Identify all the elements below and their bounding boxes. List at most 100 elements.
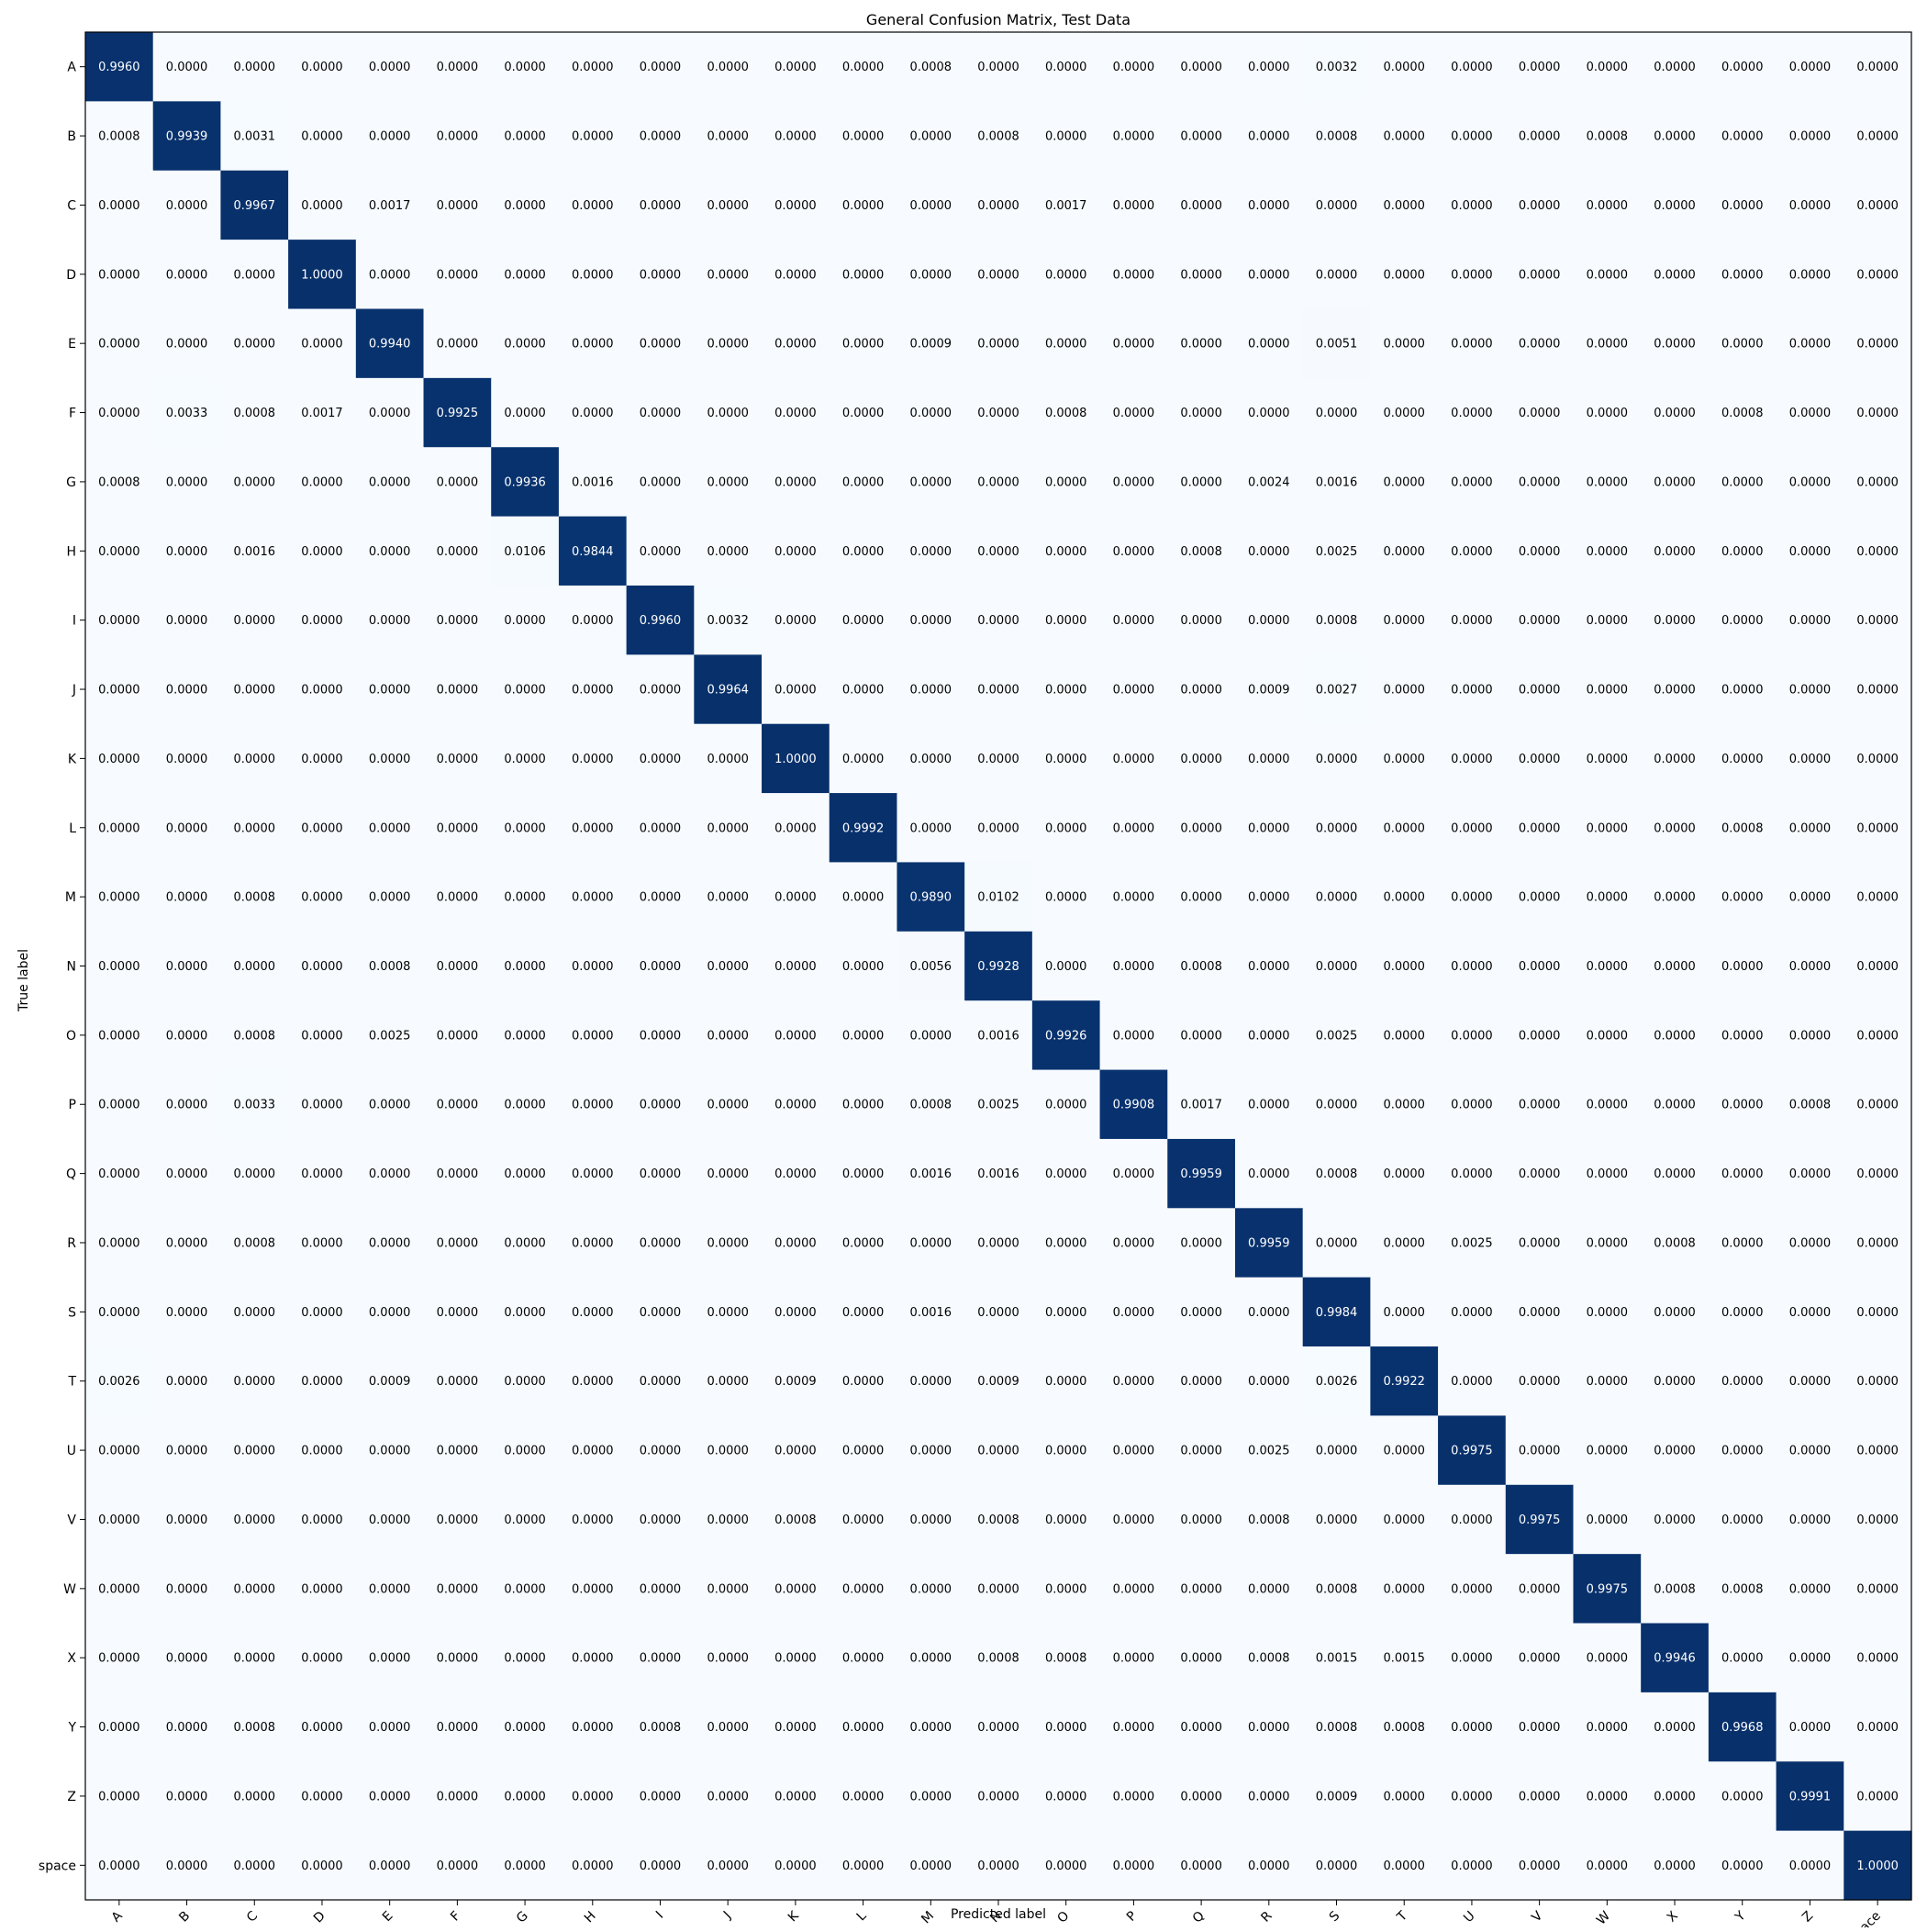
cell-value-label: 0.0000: [437, 199, 479, 213]
cell-value-label: 0.0000: [1587, 1445, 1629, 1458]
heatmap-cell: [1505, 447, 1575, 518]
heatmap-cell: [694, 447, 763, 518]
cell-value-label: 0.0008: [98, 475, 140, 489]
heatmap-cell: [1234, 1692, 1304, 1762]
cell-value-label: 0.0000: [1045, 1375, 1087, 1389]
heatmap-cell: [762, 377, 830, 448]
cell-value-label: 0.0000: [234, 1167, 276, 1181]
cell-value-label: 0.0000: [707, 1513, 749, 1527]
heatmap-cell: [829, 1830, 898, 1901]
heatmap-cell: [558, 585, 628, 655]
heatmap-cell: [1776, 1554, 1844, 1625]
cell-value-label: 0.0000: [640, 1652, 682, 1666]
heatmap-cell: [1641, 308, 1710, 379]
heatmap-cell: [558, 1346, 628, 1417]
heatmap-cell: [85, 1554, 154, 1625]
cell-value-label: 0.9967: [234, 199, 276, 213]
heatmap-cell: [1843, 1208, 1912, 1279]
heatmap-cell: [1370, 240, 1439, 310]
heatmap-cell: [694, 1761, 763, 1832]
heatmap-cell: [1776, 1692, 1844, 1762]
cell-value-label: 0.0000: [301, 891, 343, 905]
cell-value-label: 0.0008: [1587, 130, 1629, 144]
cell-value-label: 0.0000: [1587, 1099, 1629, 1112]
heatmap-cell: [288, 931, 357, 1001]
cell-value-label: 0.0009: [910, 338, 952, 352]
cell-value-label: 0.0000: [1383, 1790, 1425, 1804]
cell-value-label: 0.0000: [1180, 1375, 1222, 1389]
heatmap-cell: [491, 1484, 560, 1555]
cell-value-label: 0.0000: [504, 684, 546, 698]
y-tick-label: E: [68, 337, 76, 352]
cell-value-label: 0.0000: [504, 407, 546, 420]
heatmap-cell: [1370, 793, 1439, 864]
cell-value-label: 0.9936: [504, 475, 546, 489]
heatmap-cell: [85, 1000, 154, 1071]
cell-value-label: 0.0000: [1113, 1306, 1155, 1320]
cell-value-label: 0.0033: [166, 407, 208, 420]
heatmap-cell: [152, 377, 221, 448]
heatmap-cell: [1641, 447, 1710, 518]
cell-value-label: 0.0016: [1316, 475, 1358, 489]
heatmap-cell: [694, 101, 763, 172]
heatmap-cell: [558, 101, 628, 172]
heatmap-cell: [1438, 1830, 1507, 1901]
cell-value-label: 0.0000: [1519, 1375, 1561, 1389]
cell-value-label: 0.0000: [1721, 1790, 1764, 1804]
heatmap-cell: [897, 1138, 965, 1209]
cell-value-label: 0.0000: [1789, 1167, 1832, 1181]
cell-value-label: 0.0000: [1045, 1236, 1087, 1250]
cell-value-label: 0.0000: [1316, 1445, 1358, 1458]
heatmap-cell: [1505, 931, 1575, 1001]
cell-value-label: 0.0000: [842, 1236, 885, 1250]
heatmap-cell: [694, 1830, 763, 1901]
y-tick-label: D: [66, 268, 76, 283]
heatmap-cell: [1843, 723, 1912, 794]
cell-value-label: 0.0000: [166, 753, 208, 766]
heatmap-cell: [1031, 1415, 1101, 1486]
heatmap-cell: [558, 516, 628, 586]
cell-value-label: 0.0000: [1451, 960, 1493, 974]
heatmap-cell: [355, 793, 425, 864]
cell-value-label: 0.0000: [504, 1859, 546, 1873]
cell-value-label: 0.0000: [166, 545, 208, 559]
heatmap-cell: [1505, 1830, 1575, 1901]
heatmap-cell: [1302, 1138, 1371, 1209]
cell-value-label: 0.0000: [842, 753, 885, 766]
heatmap-cell: [1031, 1830, 1101, 1901]
heatmap-cell: [288, 862, 357, 932]
cell-value-label: 0.0000: [166, 1236, 208, 1250]
cell-value-label: 0.0000: [98, 1167, 140, 1181]
cell-value-label: 0.0000: [369, 684, 411, 698]
heatmap-cell: [762, 1415, 830, 1486]
heatmap-cell: [1167, 1484, 1236, 1555]
cell-value-label: 0.0000: [1856, 1099, 1899, 1112]
heatmap-cell: [1234, 1484, 1304, 1555]
heatmap-cell: [1708, 170, 1777, 240]
cell-value-label: 0.0031: [234, 130, 276, 144]
heatmap-cell: [355, 447, 425, 518]
cell-value-label: 0.0008: [1316, 130, 1358, 144]
cell-value-label: 0.0000: [1180, 1236, 1222, 1250]
heatmap-cell: [355, 654, 425, 725]
cell-value-label: 0.0000: [1654, 1513, 1696, 1527]
heatmap-cell: [558, 32, 628, 102]
cell-value-label: 0.0000: [640, 1859, 682, 1873]
cell-value-label: 0.0000: [1519, 1167, 1561, 1181]
heatmap-cell: [1234, 1415, 1304, 1486]
cell-value-label: 0.0000: [504, 61, 546, 74]
cell-value-label: 0.0000: [437, 1375, 479, 1389]
heatmap-cell: [1099, 1346, 1168, 1417]
heatmap-cell: [1370, 723, 1439, 794]
cell-value-label: 0.0000: [1113, 1375, 1155, 1389]
heatmap-cell: [1843, 308, 1912, 379]
cell-value-label: 0.0000: [504, 821, 546, 835]
heatmap-cell: [1505, 1415, 1575, 1486]
heatmap-cell: [1843, 1623, 1912, 1693]
cell-value-label: 0.9959: [1248, 1236, 1290, 1250]
heatmap-cell: [1843, 862, 1912, 932]
cell-value-label: 0.0000: [1316, 891, 1358, 905]
cell-value-label: 0.0000: [301, 475, 343, 489]
cell-value-label: 0.0000: [234, 1445, 276, 1458]
heatmap-cell: [626, 931, 695, 1001]
